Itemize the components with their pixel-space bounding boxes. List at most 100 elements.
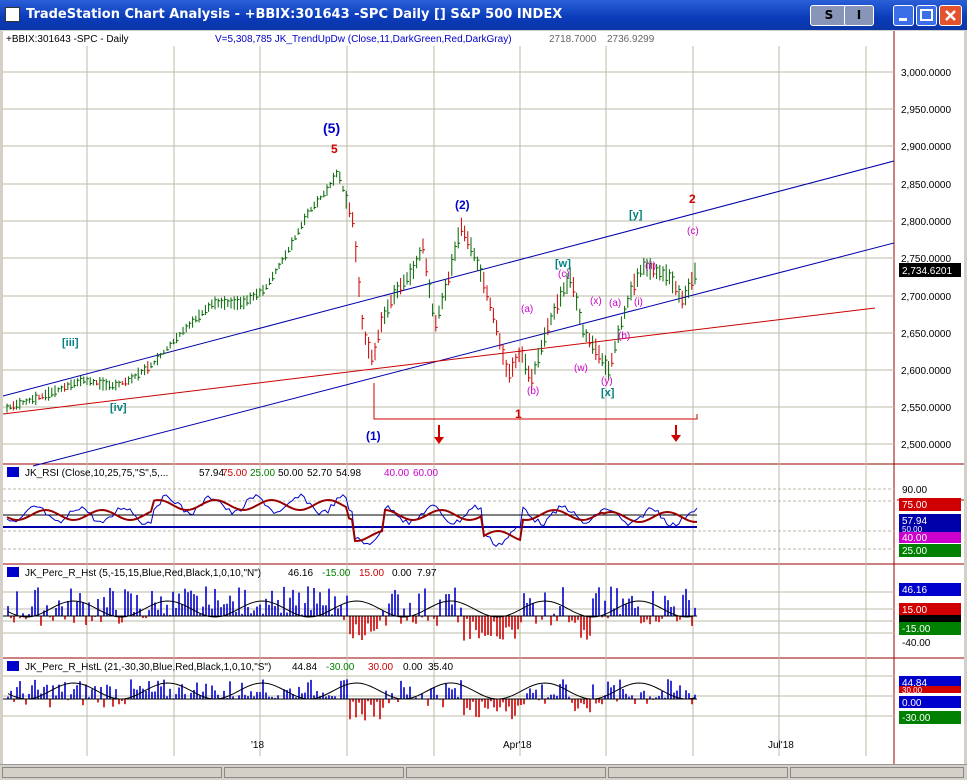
y-tick: 2,500.0000 [901, 440, 951, 451]
trend-line [2, 307, 876, 415]
wave-label-1-paren: (1) [366, 429, 381, 443]
rsi-badge [899, 532, 961, 543]
rsi-badge-text: 50.00 [902, 525, 923, 534]
rsi-badge-text: 40.00 [902, 533, 927, 544]
chart-area[interactable]: +BBIX:301643 -SPC - Daily V=5,308,785 JK… [2, 31, 964, 764]
wave-label-5: 5 [331, 142, 338, 156]
wave-label-a: (a) [609, 298, 621, 309]
wave-label-c: (c) [687, 226, 699, 237]
rsi-label: JK_RSI (Close,10,25,75,"S",5,... [25, 468, 168, 479]
percl-value: 44.84 [292, 662, 317, 673]
indicator-link-button[interactable]: I [844, 5, 874, 26]
y-tick: 2,550.0000 [901, 403, 951, 414]
wave-label-2-paren: (2) [455, 198, 470, 212]
percl-badge-text: 44.84 [902, 678, 927, 689]
wave-label-ii: (ii) [645, 261, 656, 272]
y-tick: 2,850.0000 [901, 180, 951, 191]
wave-label-i: (i) [634, 297, 643, 308]
indicator-color-swatch [7, 661, 19, 671]
wave-label-1: 1 [515, 407, 522, 421]
down-arrow-icon [671, 425, 681, 442]
wave-label-2: 2 [689, 192, 696, 206]
y-tick: 2,950.0000 [901, 105, 951, 116]
percl-value: 35.40 [428, 662, 453, 673]
status-cell [2, 767, 222, 778]
down-arrow-icon [434, 425, 444, 444]
rsi-value: 52.70 [307, 468, 332, 479]
last-price-text: 2,734.6201 [902, 266, 952, 277]
x-tick: Apr'18 [503, 740, 532, 751]
status-bar [0, 764, 967, 780]
rsi-badge-text: 25.00 [902, 546, 927, 557]
rsi-value: 50.00 [278, 468, 303, 479]
percl-badge-text: 30.00 [902, 686, 923, 695]
rsi-badge-text: 57.94 [902, 516, 927, 527]
indicator-color-swatch [7, 467, 19, 477]
perc-badge [899, 603, 961, 615]
perc-badge-text: 46.16 [902, 585, 927, 596]
rsi-line [6, 493, 698, 547]
indicator-color-swatch [7, 567, 19, 577]
percl-badge [899, 686, 961, 693]
wave-label-c: (c) [558, 269, 570, 280]
symbol-link-button[interactable]: S [810, 5, 848, 26]
status-cell [608, 767, 788, 778]
perc-value: 0.00 [392, 568, 412, 579]
percl-badge-text: 0.00 [902, 698, 922, 709]
symbol-label: +BBIX:301643 -SPC - Daily [6, 34, 129, 45]
perc-value: -15.00 [322, 568, 351, 579]
perc-tick: -40.00 [902, 638, 931, 649]
wave-label-x-bracket: [x] [601, 387, 615, 399]
wave-label-y-bracket: [y] [629, 209, 643, 221]
maximize-icon [920, 9, 933, 21]
wave-label-w: (w) [574, 363, 588, 374]
percl-badge [899, 676, 961, 688]
indicator-value-2: 2736.9299 [607, 34, 655, 45]
perc-badge-text: 15.00 [902, 605, 927, 616]
histogram-signal-line [7, 682, 696, 700]
percl-value: -30.00 [326, 662, 355, 673]
rsi-tick: 90.00 [902, 485, 927, 496]
title-bar: TradeStation Chart Analysis - +BBIX:3016… [0, 0, 967, 30]
y-tick: 2,800.0000 [901, 217, 951, 228]
percl-value: 30.00 [368, 662, 393, 673]
wave-label-5-paren: (5) [323, 120, 340, 136]
percl-badge-text: -30.00 [902, 713, 931, 724]
minimize-icon [899, 18, 907, 21]
rsi-value: 40.00 [384, 468, 409, 479]
rsi-value: 54.98 [336, 468, 361, 479]
y-tick: 2,650.0000 [901, 329, 951, 340]
percl-badge [899, 696, 961, 708]
perc-badge-text: -15.00 [902, 624, 931, 635]
status-cell [224, 767, 404, 778]
rsi-badge [899, 514, 961, 527]
perc-badge [899, 615, 961, 622]
perc-badge [899, 583, 961, 596]
wave-label-b: (b) [527, 386, 539, 397]
x-tick: '18 [251, 740, 264, 751]
rsi-value: 75.00 [222, 468, 247, 479]
y-tick: 3,000.0000 [901, 68, 951, 79]
window-title: TradeStation Chart Analysis - +BBIX:3016… [26, 7, 563, 22]
maximize-button[interactable] [916, 5, 937, 26]
minimize-button[interactable] [893, 5, 914, 26]
rsi-signal-line [6, 498, 697, 542]
rsi-value: 60.00 [413, 468, 438, 479]
y-tick: 2,750.0000 [901, 254, 951, 265]
percl-badge [899, 711, 961, 724]
rsi-value: 25.00 [250, 468, 275, 479]
rsi-badge-text: 75.00 [902, 500, 927, 511]
percl-label: JK_Perc_R_HstL (21,-30,30,Blue,Red,Black… [25, 662, 271, 673]
wave-label-iii: [iii] [62, 337, 79, 349]
wave-label-b: (b) [618, 331, 630, 342]
indicator-label: V=5,308,785 JK_TrendUpDw (Close,11,DarkG… [215, 34, 512, 45]
wave-label-iv: [iv] [110, 402, 127, 414]
close-button[interactable] [939, 5, 962, 26]
wave-label-w-bracket: [w] [555, 258, 571, 270]
perc-value: 15.00 [359, 568, 384, 579]
rsi-badge [899, 525, 961, 533]
wave-label-a: (a) [521, 304, 533, 315]
perc-label: JK_Perc_R_Hst (5,-15,15,Blue,Red,Black,1… [25, 568, 261, 579]
status-cell [406, 767, 606, 778]
rsi-badge [899, 498, 961, 511]
